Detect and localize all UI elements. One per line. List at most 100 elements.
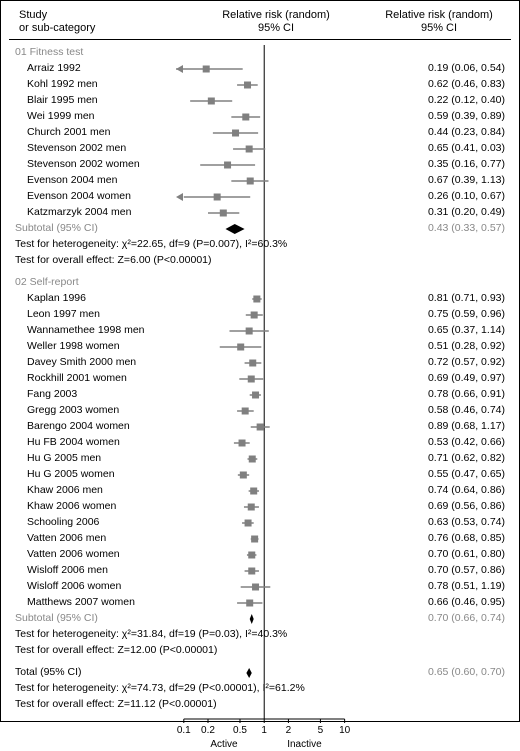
- test-text-row: Test for heterogeneity: χ²=31.84, df=19 …: [1, 627, 519, 643]
- study-row: Katzmarzyk 2004 men 0.31 (0.20, 0.49): [1, 205, 519, 221]
- study-row: Kaplan 1996 0.81 (0.71, 0.93): [1, 291, 519, 307]
- total-label: Total (95% CI): [15, 666, 82, 678]
- study-effect: 0.69 (0.56, 0.86): [428, 500, 505, 512]
- study-name: Katzmarzyk 2004 men: [27, 206, 131, 218]
- header-left-l1: Study: [19, 9, 95, 22]
- study-row: Arraiz 19920.19 (0.06, 0.54): [1, 61, 519, 77]
- study-name: Church 2001 men: [27, 126, 110, 138]
- group-title: 01 Fitness test: [1, 45, 519, 61]
- study-row: Fang 20030.78 (0.66, 0.91): [1, 387, 519, 403]
- study-name: Rockhill 2001 women: [27, 372, 127, 384]
- study-name: Matthews 2007 women: [27, 596, 135, 608]
- svg-text:2: 2: [286, 725, 292, 736]
- subtotal-label: Subtotal (95% CI): [15, 222, 98, 234]
- study-effect: 0.70 (0.57, 0.86): [428, 564, 505, 576]
- study-row: Rockhill 2001 women 0.69 (0.49, 0.97): [1, 371, 519, 387]
- study-name: Wei 1999 men: [27, 110, 95, 122]
- svg-text:10: 10: [339, 725, 351, 736]
- header-left-l2: or sub-category: [19, 22, 95, 35]
- svg-text:Active: Active: [210, 739, 238, 750]
- study-name: Hu G 2005 men: [27, 452, 101, 464]
- study-name: Evenson 2004 men: [27, 174, 117, 186]
- study-row: Hu G 2005 men 0.71 (0.62, 0.82): [1, 451, 519, 467]
- study-name: Wisloff 2006 women: [27, 580, 121, 592]
- study-effect: 0.76 (0.68, 0.85): [428, 532, 505, 544]
- study-row: Vatten 2006 women 0.70 (0.61, 0.80): [1, 547, 519, 563]
- group-title-label: 02 Self-report: [15, 276, 79, 288]
- test-text: Test for overall effect: Z=11.12 (P<0.00…: [15, 698, 217, 710]
- test-text: Test for heterogeneity: χ²=31.84, df=19 …: [15, 628, 287, 640]
- study-effect: 0.78 (0.66, 0.91): [428, 388, 505, 400]
- test-text-row: Test for overall effect: Z=11.12 (P<0.00…: [1, 697, 519, 713]
- subtotal-effect: 0.70 (0.66, 0.74): [428, 612, 505, 624]
- study-row: Gregg 2003 women0.58 (0.46, 0.74): [1, 403, 519, 419]
- svg-text:0.1: 0.1: [177, 725, 191, 736]
- study-effect: 0.62 (0.46, 0.83): [428, 78, 505, 90]
- header-right-l2: 95% CI: [379, 22, 499, 35]
- study-name: Arraiz 1992: [27, 62, 81, 74]
- study-row: Stevenson 2002 men 0.65 (0.41, 0.03): [1, 141, 519, 157]
- study-effect: 0.53 (0.42, 0.66): [428, 436, 505, 448]
- study-row: Weller 1998 women0.51 (0.28, 0.92): [1, 339, 519, 355]
- study-row: Davey Smith 2000 men0.72 (0.57, 0.92): [1, 355, 519, 371]
- header-mid-l2: 95% CI: [201, 22, 351, 35]
- test-text-row: Test for heterogeneity: χ²=74.73, df=29 …: [1, 681, 519, 697]
- study-name: Vatten 2006 men: [27, 532, 106, 544]
- study-name: Wannamethee 1998 men: [27, 324, 145, 336]
- study-effect: 0.89 (0.68, 1.17): [428, 420, 505, 432]
- study-name: Stevenson 2002 men: [27, 142, 126, 154]
- study-name: Kohl 1992 men: [27, 78, 98, 90]
- study-name: Khaw 2006 women: [27, 500, 116, 512]
- study-row: Khaw 2006 men 0.74 (0.64, 0.86): [1, 483, 519, 499]
- study-row: Wisloff 2006 men 0.70 (0.57, 0.86): [1, 563, 519, 579]
- study-name: Vatten 2006 women: [27, 548, 120, 560]
- study-effect: 0.74 (0.64, 0.86): [428, 484, 505, 496]
- study-name: Stevenson 2002 women: [27, 158, 140, 170]
- test-text: Test for overall effect: Z=12.00 (P<0.00…: [15, 644, 217, 656]
- rows-area: 01 Fitness testArraiz 19920.19 (0.06, 0.…: [1, 45, 519, 713]
- test-text-row: Test for heterogeneity: χ²=22.65, df=9 (…: [1, 237, 519, 253]
- svg-text:1: 1: [261, 725, 267, 736]
- svg-text:0.5: 0.5: [233, 725, 247, 736]
- study-row: Leon 1997 men0.75 (0.59, 0.96): [1, 307, 519, 323]
- study-name: Khaw 2006 men: [27, 484, 103, 496]
- study-row: Vatten 2006 men 0.76 (0.68, 0.85): [1, 531, 519, 547]
- study-name: Hu FB 2004 women: [27, 436, 120, 448]
- subtotal-row: Subtotal (95% CI) 0.43 (0.33, 0.57): [1, 221, 519, 237]
- test-text: Test for heterogeneity: χ²=22.65, df=9 (…: [15, 238, 287, 250]
- svg-text:Inactive: Inactive: [287, 739, 322, 750]
- study-effect: 0.78 (0.51, 1.19): [428, 580, 505, 592]
- test-text: Test for overall effect: Z=6.00 (P<0.000…: [15, 254, 212, 266]
- study-effect: 0.70 (0.61, 0.80): [428, 548, 505, 560]
- study-effect: 0.35 (0.16, 0.77): [428, 158, 505, 170]
- study-row: Khaw 2006 women 0.69 (0.56, 0.86): [1, 499, 519, 515]
- study-effect: 0.22 (0.12, 0.40): [428, 94, 505, 106]
- study-row: Blair 1995 men0.22 (0.12, 0.40): [1, 93, 519, 109]
- study-row: Wisloff 2006 women 0.78 (0.51, 1.19): [1, 579, 519, 595]
- study-name: Wisloff 2006 men: [27, 564, 108, 576]
- study-effect: 0.69 (0.49, 0.97): [428, 372, 505, 384]
- study-effect: 0.31 (0.20, 0.49): [428, 206, 505, 218]
- test-text-row: Test for overall effect: Z=6.00 (P<0.000…: [1, 253, 519, 269]
- study-row: Wei 1999 men0.59 (0.39, 0.89): [1, 109, 519, 125]
- study-name: Kaplan 1996: [27, 292, 86, 304]
- subtotal-effect: 0.43 (0.33, 0.57): [428, 222, 505, 234]
- study-name: Leon 1997 men: [27, 308, 100, 320]
- svg-text:0.2: 0.2: [201, 725, 215, 736]
- study-effect: 0.71 (0.62, 0.82): [428, 452, 505, 464]
- study-name: Hu G 2005 women: [27, 468, 115, 480]
- study-effect: 0.65 (0.41, 0.03): [428, 142, 505, 154]
- study-row: Evenson 2004 women0.26 (0.10, 0.67): [1, 189, 519, 205]
- study-name: Barengo 2004 women: [27, 420, 130, 432]
- test-text: Test for heterogeneity: χ²=74.73, df=29 …: [15, 682, 305, 694]
- study-row: Hu G 2005 women 0.55 (0.47, 0.65): [1, 467, 519, 483]
- study-row: Stevenson 2002 women 0.35 (0.16, 0.77): [1, 157, 519, 173]
- subtotal-row: Subtotal (95% CI)0.70 (0.66, 0.74): [1, 611, 519, 627]
- study-effect: 0.81 (0.71, 0.93): [428, 292, 505, 304]
- group-title: 02 Self-report: [1, 275, 519, 291]
- svg-text:5: 5: [318, 725, 324, 736]
- study-effect: 0.66 (0.46, 0.95): [428, 596, 505, 608]
- study-name: Evenson 2004 women: [27, 190, 131, 202]
- study-effect: 0.55 (0.47, 0.65): [428, 468, 505, 480]
- study-row: Kohl 1992 men 0.62 (0.46, 0.83): [1, 77, 519, 93]
